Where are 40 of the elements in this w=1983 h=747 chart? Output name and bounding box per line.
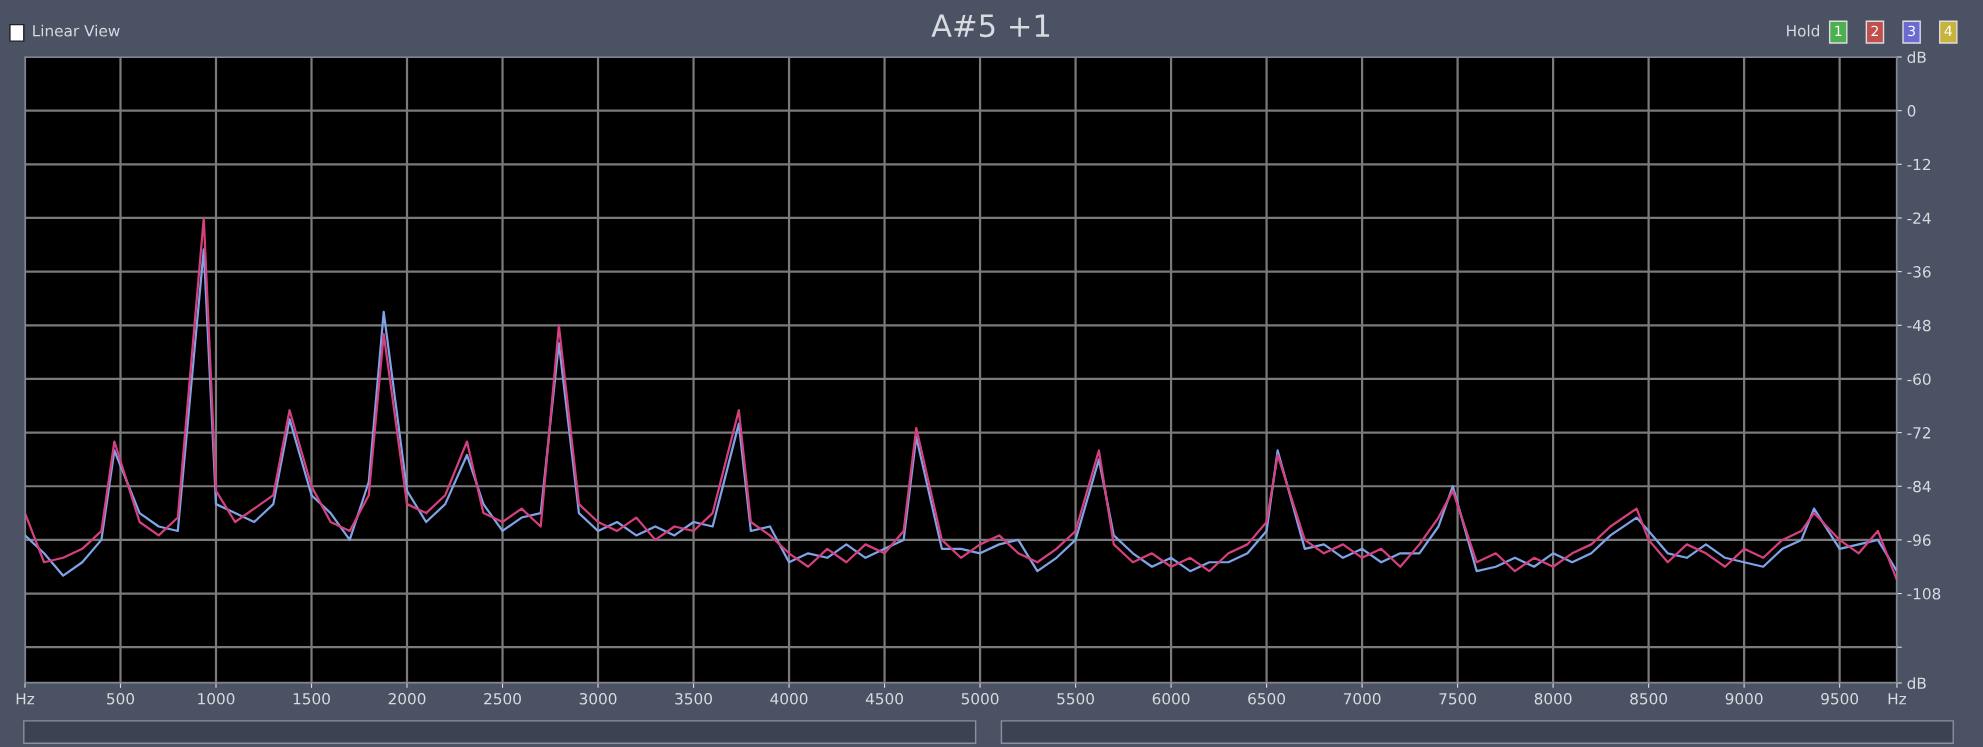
x-tick-label: 9000 <box>1725 692 1763 705</box>
x-tick-label: 3000 <box>579 692 617 705</box>
x-tick-label: 4500 <box>865 692 903 705</box>
y-tick-label: dB <box>1907 677 1926 689</box>
text: 2 <box>1871 25 1878 36</box>
x-tick-label: 1000 <box>198 692 235 705</box>
x-tick-label: 4000 <box>770 692 808 705</box>
y-tick-label: -24 <box>1907 212 1931 224</box>
x-tick-label: 6500 <box>1248 692 1286 705</box>
x-tick-label: 9500 <box>1821 692 1859 705</box>
y-tick-label: -12 <box>1907 158 1931 171</box>
x-tick-label: Hz <box>1888 693 1907 705</box>
y-tick-label: -84 <box>1907 480 1931 493</box>
y-tick-label: -96 <box>1907 534 1931 546</box>
y-tick-label: -72 <box>1907 427 1931 439</box>
text: 1 <box>1835 25 1842 36</box>
y-tick-label: dB <box>1907 51 1926 64</box>
y-tick-label: -48 <box>1907 319 1931 332</box>
text: Hold <box>1787 24 1819 37</box>
x-tick-label: 1500 <box>293 692 330 705</box>
x-tick-label: 6000 <box>1152 692 1190 705</box>
text: 4 <box>1944 25 1952 36</box>
x-tick-label: 5000 <box>961 692 999 705</box>
x-tick-label: 2000 <box>388 692 426 705</box>
x-tick-label: Hz <box>16 693 35 705</box>
x-tick-label: 3500 <box>675 692 712 705</box>
y-tick-label: -36 <box>1907 266 1931 278</box>
text: 3 <box>1908 25 1915 37</box>
x-tick-label: 2500 <box>484 692 521 705</box>
y-tick-label: -60 <box>1907 373 1931 385</box>
x-tick-label: 7500 <box>1439 692 1477 705</box>
chart-title: A#5 +1 <box>931 14 1050 38</box>
x-tick-label: 8500 <box>1630 692 1668 705</box>
x-tick-label: 7000 <box>1343 692 1381 705</box>
x-tick-label: 8000 <box>1534 692 1572 705</box>
y-tick-label: 0 <box>1907 105 1916 117</box>
x-tick-label: 500 <box>107 692 135 705</box>
text: Linear View <box>33 24 120 37</box>
x-tick-label: 5500 <box>1057 692 1094 705</box>
y-tick-label: -108 <box>1907 588 1941 600</box>
